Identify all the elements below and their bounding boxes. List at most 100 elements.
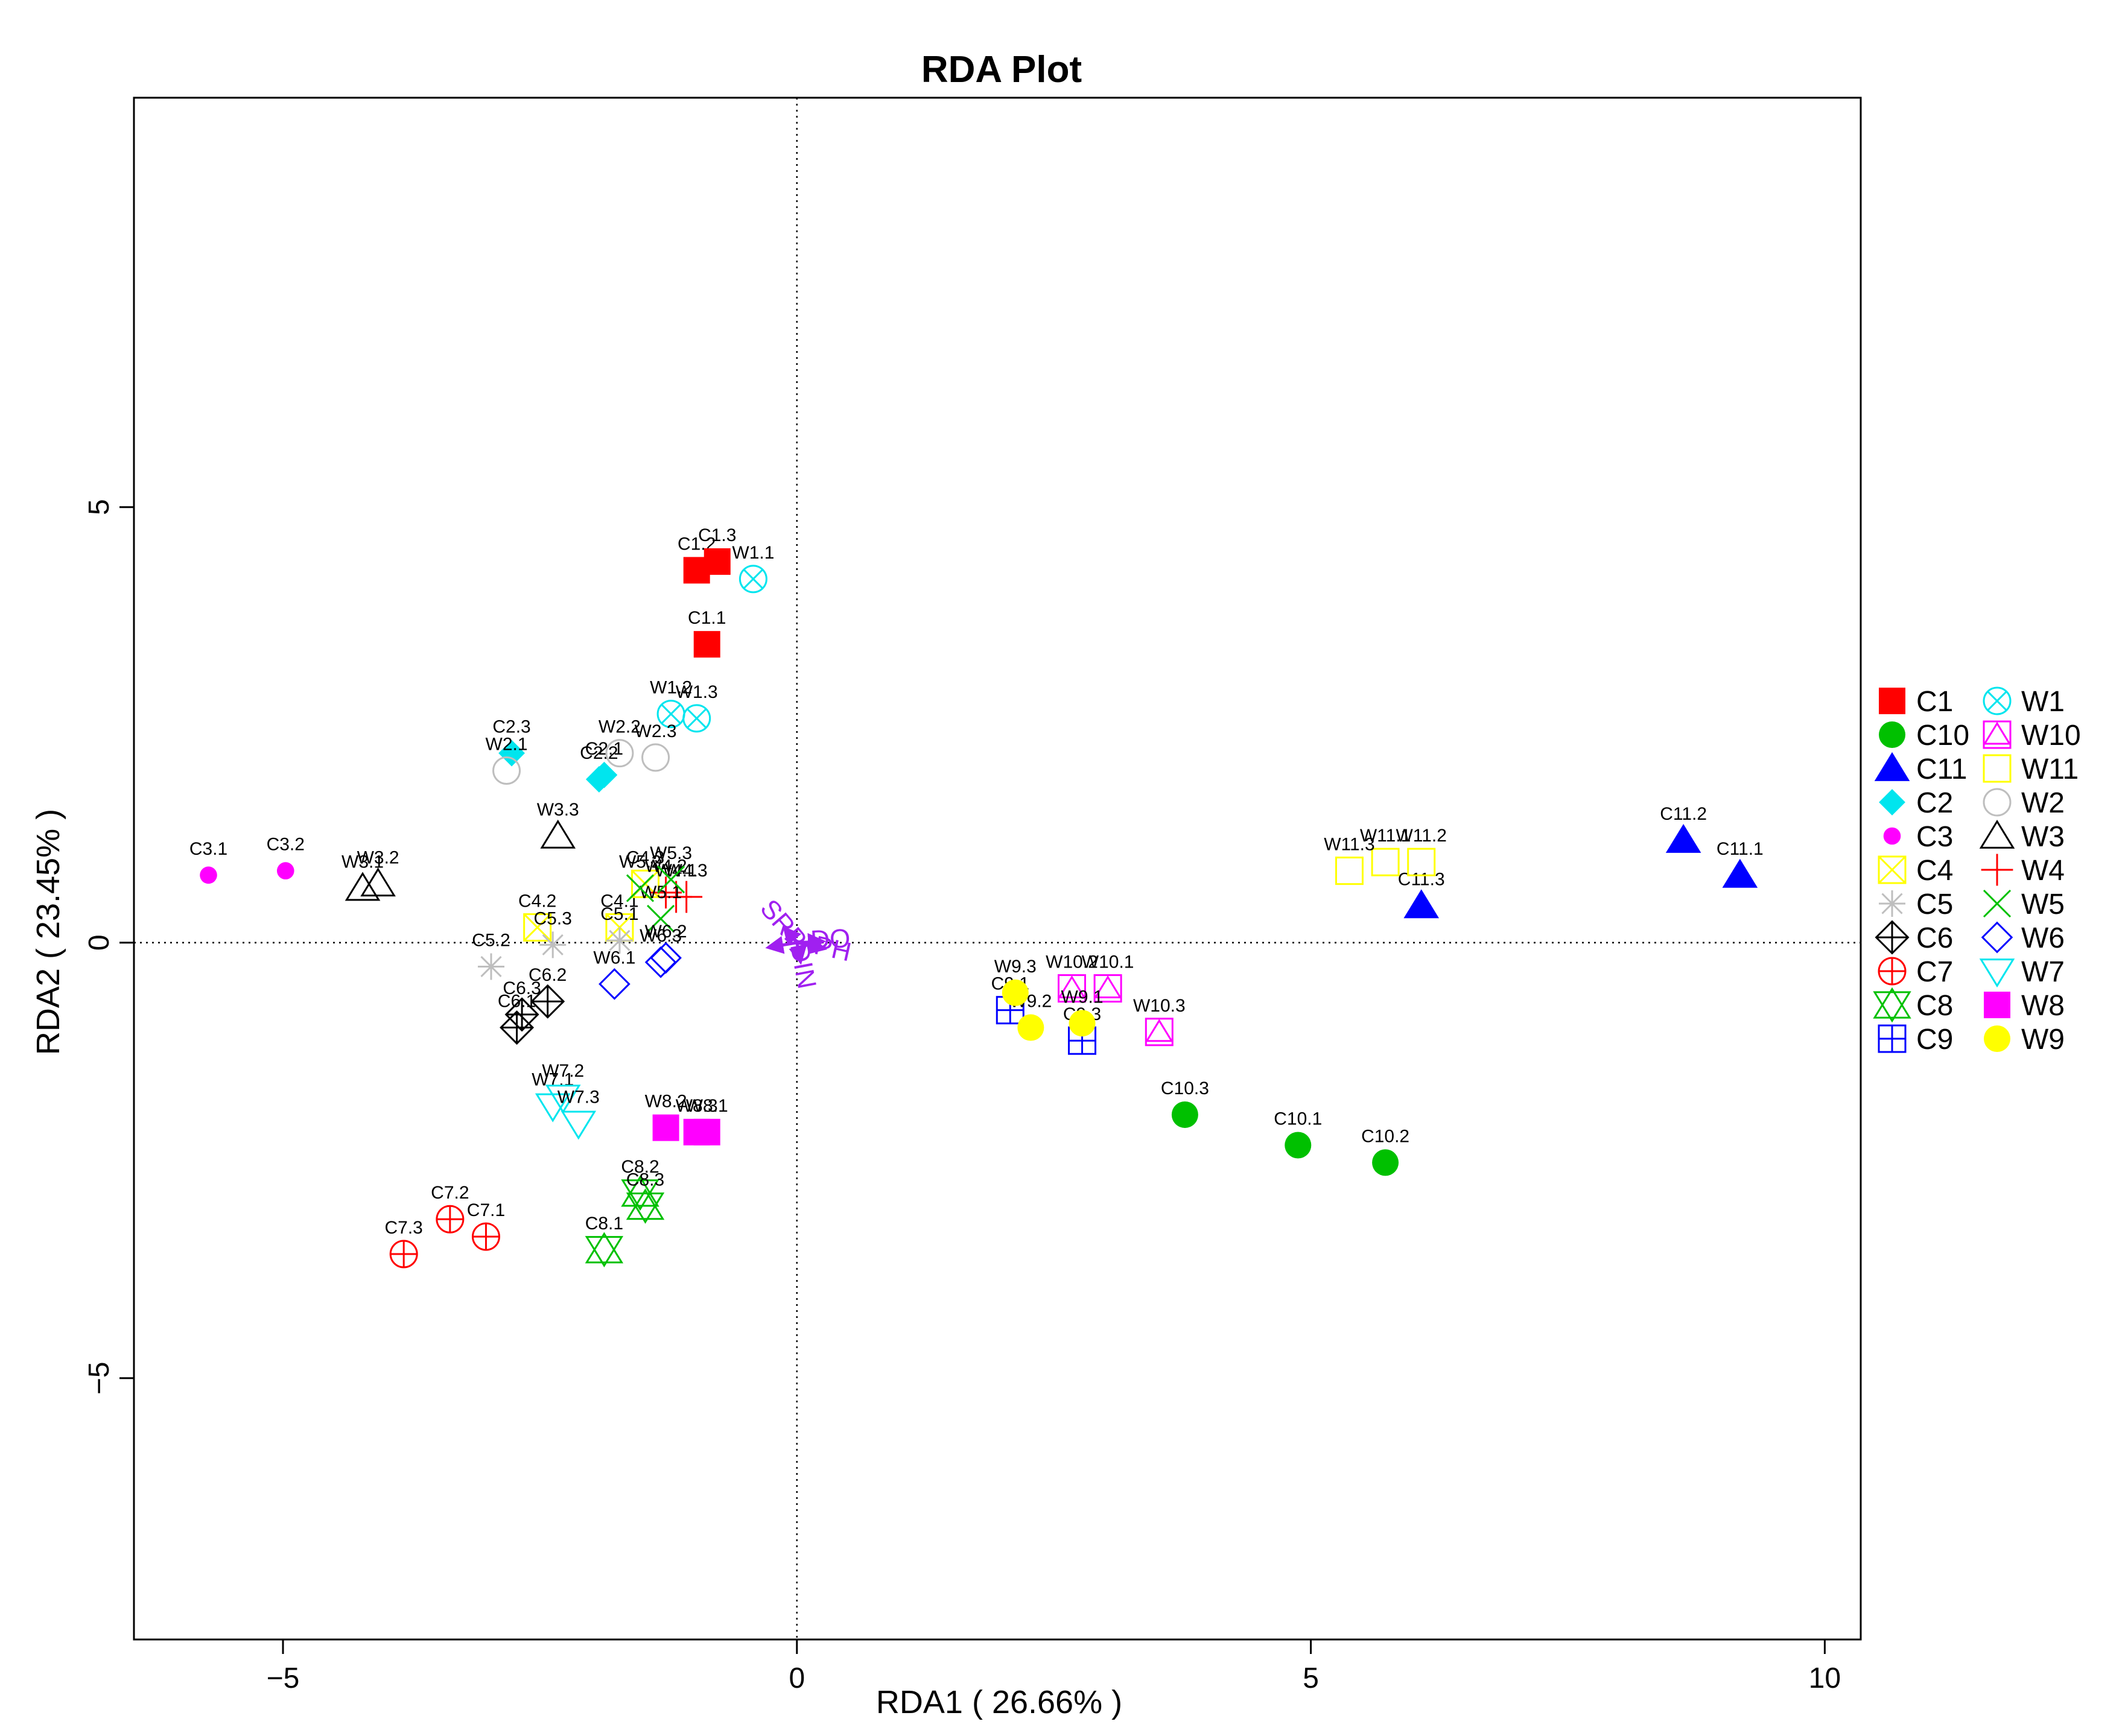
legend-label: C11 (1916, 753, 1968, 785)
legend-label: C7 (1916, 956, 1953, 988)
point-label: C10.2 (1361, 1126, 1409, 1146)
data-point (650, 942, 682, 974)
data-point (500, 1010, 535, 1045)
data-point (345, 872, 381, 901)
data-point (585, 1232, 624, 1268)
point-label: W1.1 (732, 543, 774, 563)
y-tick-label: −5 (83, 1361, 115, 1395)
data-point (389, 1240, 418, 1269)
y-tick-label: 5 (83, 499, 115, 515)
legend-item: W6 (1981, 921, 2065, 954)
point-label: W8.1 (686, 1096, 728, 1116)
x-tick-label: −5 (267, 1662, 300, 1694)
data-point (561, 1110, 597, 1140)
data-point (1403, 889, 1440, 919)
data-point (276, 862, 294, 879)
point-label: C1.3 (698, 525, 736, 545)
env-arrow (783, 926, 802, 946)
x-tick-label: 5 (1303, 1662, 1319, 1694)
legend-label: W8 (2021, 990, 2065, 1022)
legend-item: W10 (1983, 720, 2081, 752)
point-label: C2.1 (585, 739, 623, 759)
data-point (739, 565, 767, 594)
legend-label: W6 (2021, 922, 2065, 954)
point-label: W9.3 (994, 957, 1037, 977)
legend-item: C5 (1879, 889, 1953, 920)
point-label: W6.3 (640, 926, 682, 946)
point-label: W8.2 (645, 1092, 687, 1112)
point-label: W6.2 (645, 922, 687, 942)
data-point (545, 1085, 581, 1114)
data-point (1665, 823, 1701, 853)
data-point (471, 1222, 500, 1251)
point-label: C10.3 (1161, 1079, 1209, 1098)
point-label: C11.3 (1398, 869, 1445, 889)
point-label: W2.2 (599, 717, 641, 737)
legend-item: C11 (1874, 752, 1968, 785)
point-label: C8.1 (585, 1214, 623, 1234)
point-label: W7.2 (542, 1061, 584, 1081)
data-point (1171, 1101, 1198, 1128)
legend-item: C7 (1878, 956, 1953, 988)
data-point (360, 867, 396, 897)
env-arrow (765, 936, 798, 954)
data-point (1722, 858, 1758, 888)
data-point (1002, 979, 1029, 1006)
point-label: C5.2 (472, 930, 510, 950)
legend-item: C2 (1879, 787, 1953, 819)
data-point (657, 865, 685, 894)
point-label: W3.1 (341, 852, 384, 872)
data-point (650, 876, 682, 909)
data-point (498, 740, 525, 767)
point-label: C11.1 (1717, 839, 1764, 859)
point-label: C5.3 (534, 908, 572, 928)
data-point (1371, 847, 1400, 876)
point-label: W2.1 (486, 735, 528, 755)
point-label: C6.1 (498, 992, 536, 1012)
point-label: W4.2 (645, 857, 687, 876)
point-label: W8.3 (676, 1096, 718, 1116)
point-label: C4.3 (626, 847, 664, 867)
point-label: C8.2 (621, 1157, 659, 1177)
legend-label: C9 (1916, 1024, 1953, 1056)
point-label: C7.1 (467, 1200, 505, 1220)
point-label: W1.3 (676, 682, 718, 702)
data-point (644, 946, 677, 978)
legend-item: C10 (1879, 720, 1969, 752)
legend-item: C4 (1878, 855, 1953, 887)
data-point (1407, 847, 1436, 876)
legend-item: W8 (1984, 990, 2065, 1022)
legend-item: W3 (1979, 819, 2065, 853)
data-point (693, 631, 720, 658)
data-point (1093, 974, 1122, 1003)
point-label: W3.2 (357, 847, 399, 867)
legend-item: C8 (1873, 987, 1953, 1023)
point-label: W1.2 (650, 678, 692, 698)
point-label: W3.3 (537, 800, 579, 820)
y-axis-title: RDA2 ( 23.45% ) (30, 809, 66, 1055)
data-point (605, 739, 634, 768)
data-point (652, 1114, 679, 1141)
data-point (626, 874, 655, 902)
point-label: C1.1 (688, 608, 726, 628)
point-label: C8.3 (626, 1170, 664, 1190)
point-label: C11.2 (1660, 804, 1707, 824)
legend-label: W4 (2021, 855, 2065, 887)
legend-item: W9 (1984, 1024, 2065, 1056)
data-point (641, 743, 670, 772)
data-point (436, 1205, 465, 1234)
point-label: C3.1 (189, 839, 227, 859)
point-label: C7.3 (385, 1218, 423, 1238)
point-label: W11.2 (1396, 826, 1446, 846)
data-point (523, 913, 552, 942)
data-point (200, 866, 217, 884)
data-point (492, 756, 521, 785)
data-point (682, 704, 711, 733)
point-label: C6.3 (503, 978, 541, 998)
data-point (670, 881, 703, 913)
point-label: C2.3 (492, 717, 530, 737)
legend-label: C8 (1916, 990, 1953, 1022)
legend-label: W5 (2021, 889, 2065, 920)
legend-label: W7 (2021, 956, 2065, 988)
data-point (647, 904, 675, 933)
